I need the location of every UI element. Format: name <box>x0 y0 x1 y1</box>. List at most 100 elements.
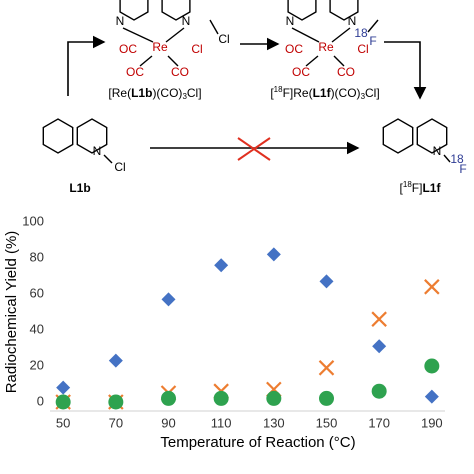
bond <box>367 19 379 33</box>
y-tick-label: 60 <box>30 285 44 300</box>
data-point <box>319 390 334 406</box>
atom: Re <box>318 40 334 54</box>
atom: OC <box>292 65 310 79</box>
label-part: L1f <box>422 181 441 195</box>
data-point <box>266 247 281 262</box>
label-part: [ <box>400 181 404 195</box>
compound-label: L1b <box>69 181 90 195</box>
bond <box>443 154 451 163</box>
compound-label: [18F]Re(L1f)(CO)3Cl] <box>270 85 379 101</box>
data-point <box>108 394 124 410</box>
data-point <box>424 358 440 374</box>
label-part: 18 <box>274 85 283 94</box>
data-point <box>424 389 439 404</box>
x-tick-label: 90 <box>161 415 175 430</box>
structures <box>42 0 451 164</box>
label-part: L1f <box>313 86 332 100</box>
ring <box>287 0 317 21</box>
bond <box>139 55 153 67</box>
label-part: )(CO) <box>152 86 182 100</box>
data-point <box>213 390 229 406</box>
x-tick-label: 70 <box>109 415 123 430</box>
label-part: 18 <box>403 180 412 189</box>
data-point <box>318 360 335 376</box>
data-point <box>371 311 387 327</box>
y-axis-title: Radiochemical Yield (%) <box>3 231 20 394</box>
plot: 0 20 40 60 80 100 50 70 90 110 130 150 170 190 <box>22 213 442 430</box>
compound-label: [18F]L1f <box>400 180 442 195</box>
bond <box>305 55 319 67</box>
x-tick-label: 50 <box>56 415 70 430</box>
label-part: 3 <box>182 92 187 101</box>
y-tick-label: 40 <box>30 321 44 336</box>
label-part: Cl] <box>365 86 380 100</box>
atom: 18 <box>450 152 464 166</box>
atom: Cl <box>191 42 202 56</box>
atom: OC <box>119 42 137 56</box>
data-point <box>55 394 71 410</box>
y-tick-label: 80 <box>30 249 44 264</box>
atom: CO <box>337 65 355 79</box>
label-part: [ <box>270 86 274 100</box>
x-tick-label: 130 <box>263 415 285 430</box>
ring <box>76 118 108 154</box>
data-point <box>108 353 123 368</box>
bond <box>331 27 351 43</box>
ring <box>416 118 448 154</box>
ring <box>119 0 149 21</box>
label-part: F] <box>412 181 423 195</box>
compound-label: [Re(L1b)(CO)3Cl] <box>108 86 201 101</box>
atom: N <box>433 144 442 158</box>
x-tick-label: 170 <box>368 415 390 430</box>
bond <box>122 27 154 43</box>
atom: OC <box>285 42 303 56</box>
arrow <box>67 35 106 96</box>
arrow <box>384 41 427 100</box>
atom: N <box>182 14 191 28</box>
data-point <box>319 274 334 289</box>
cross <box>237 137 271 161</box>
label-part: Cl] <box>187 86 202 100</box>
x-tick-label: 110 <box>211 415 232 430</box>
atom: F <box>459 162 466 176</box>
bond <box>291 27 320 43</box>
label-part: [Re( <box>108 86 131 100</box>
bond <box>209 19 219 35</box>
label-part: 3 <box>361 92 366 101</box>
data-point <box>56 380 71 395</box>
y-tick-label: 100 <box>22 213 44 228</box>
atom: Re <box>152 40 168 54</box>
data-point <box>161 390 176 406</box>
atom: N <box>116 14 125 28</box>
atom: Cl <box>218 32 229 46</box>
x-axis-title: Temperature of Reaction (°C) <box>160 434 355 451</box>
data-point <box>161 292 176 307</box>
atom: Cl <box>114 160 125 174</box>
bond <box>167 55 179 67</box>
atom: 18 <box>354 26 368 40</box>
atom: N <box>93 144 102 158</box>
data-point <box>372 339 387 354</box>
ring <box>161 0 191 21</box>
data-point <box>214 258 229 273</box>
label-part: L1b <box>131 86 152 100</box>
atom: N <box>286 14 295 28</box>
label-part: )(CO) <box>331 86 361 100</box>
ring <box>42 118 74 154</box>
atom: N <box>348 14 357 28</box>
atom: OC <box>126 65 144 79</box>
ring <box>382 118 414 154</box>
ring <box>329 0 359 21</box>
data-point <box>371 383 387 399</box>
y-tick-label: 0 <box>37 393 44 408</box>
x-tick-label: 190 <box>421 415 443 430</box>
bond <box>333 55 345 67</box>
bond <box>103 154 113 164</box>
y-tick-label: 20 <box>30 357 44 372</box>
atom: CO <box>171 65 189 79</box>
data-point <box>424 279 440 295</box>
label-part: F]Re( <box>283 86 313 100</box>
atom: Cl <box>357 42 368 56</box>
bond <box>165 27 185 43</box>
